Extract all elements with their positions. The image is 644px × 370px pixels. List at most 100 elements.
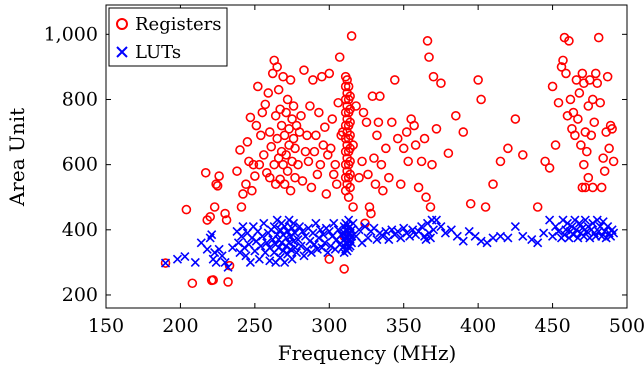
luts-point (417, 221, 427, 232)
registers-point (270, 179, 281, 189)
registers-point (334, 52, 345, 62)
registers-point (209, 202, 220, 212)
registers-point (339, 264, 349, 274)
luts-point (286, 231, 296, 241)
registers-point (273, 84, 284, 95)
luts-point (290, 228, 300, 238)
luts-point (275, 225, 285, 235)
registers-point (236, 202, 247, 212)
registers-point (302, 130, 312, 141)
legend: Registers LUTs (108, 7, 228, 67)
registers-point (544, 163, 555, 173)
registers-point (586, 130, 597, 141)
luts-point (609, 228, 619, 238)
registers-point (205, 211, 215, 222)
registers-point (431, 124, 442, 134)
registers-point (321, 189, 332, 199)
luts-point (354, 225, 364, 235)
registers-point (576, 140, 586, 150)
luts-point (256, 241, 266, 251)
luts-point (440, 228, 450, 238)
registers-point (258, 150, 269, 160)
luts-point (558, 215, 568, 225)
x-tick-label: 400 (460, 315, 496, 337)
registers-point (608, 156, 619, 167)
registers-point (410, 140, 421, 150)
registers-point (428, 71, 439, 82)
luts-point (265, 256, 275, 266)
luts-point (495, 231, 506, 241)
registers-point (331, 179, 342, 189)
luts-point (399, 223, 409, 233)
registers-point (473, 75, 483, 85)
registers-point (570, 130, 580, 141)
registers-point (200, 167, 211, 178)
registers-point (465, 198, 476, 209)
luts-point (567, 221, 577, 232)
luts-point (320, 238, 330, 248)
registers-point (451, 110, 461, 121)
registers-point (343, 192, 354, 203)
luts-point (202, 244, 212, 254)
luts-point (323, 248, 333, 258)
luts-point (305, 236, 315, 246)
luts-point (259, 218, 269, 228)
luts-point (378, 231, 388, 241)
luts-point (476, 236, 486, 246)
luts-point (299, 251, 309, 261)
registers-point (517, 150, 528, 160)
luts-point (207, 230, 217, 240)
luts-point (241, 251, 251, 261)
registers-point (308, 75, 318, 85)
registers-point (348, 202, 358, 212)
series-luts (160, 215, 619, 272)
registers-point (260, 99, 271, 110)
registers-point (607, 124, 617, 134)
registers-point (248, 159, 259, 170)
registers-point (358, 107, 369, 118)
x-axis-label: Frequency (MHz) (278, 341, 457, 365)
registers-point (181, 204, 192, 215)
registers-point (561, 68, 571, 79)
registers-point (343, 81, 354, 92)
registers-point (267, 68, 278, 79)
registers-point (263, 88, 274, 98)
registers-point (596, 182, 607, 193)
registers-point (309, 146, 320, 157)
luts-point (294, 221, 305, 232)
registers-point (476, 94, 486, 105)
registers-point (564, 36, 574, 46)
registers-point (253, 81, 263, 92)
y-tick-label: 400 (62, 219, 98, 241)
registers-point (275, 174, 285, 185)
registers-point (160, 258, 171, 268)
registers-point (306, 182, 317, 193)
luts-point (257, 231, 267, 241)
registers-point (443, 148, 454, 159)
registers-point (279, 179, 290, 189)
luts-point (236, 231, 247, 241)
registers-point (602, 71, 613, 82)
registers-point (272, 62, 282, 72)
luts-point (284, 215, 294, 225)
luts-point (347, 238, 357, 248)
luts-point (306, 248, 316, 258)
luts-point (347, 225, 357, 235)
registers-point (345, 169, 355, 180)
registers-point (409, 120, 419, 131)
registers-point (345, 91, 355, 102)
registers-point (242, 137, 253, 147)
legend-luts-label: LUTs (135, 42, 181, 63)
luts-point (274, 243, 284, 253)
registers-point (387, 117, 397, 128)
registers-point (345, 117, 355, 128)
registers-point (577, 68, 588, 79)
registers-point (346, 31, 357, 41)
luts-point (262, 238, 272, 248)
luts-point (431, 215, 442, 225)
registers-point (558, 55, 568, 66)
luts-point (564, 233, 574, 243)
registers-point (604, 143, 614, 154)
registers-point (510, 114, 521, 124)
registers-point (305, 101, 315, 111)
